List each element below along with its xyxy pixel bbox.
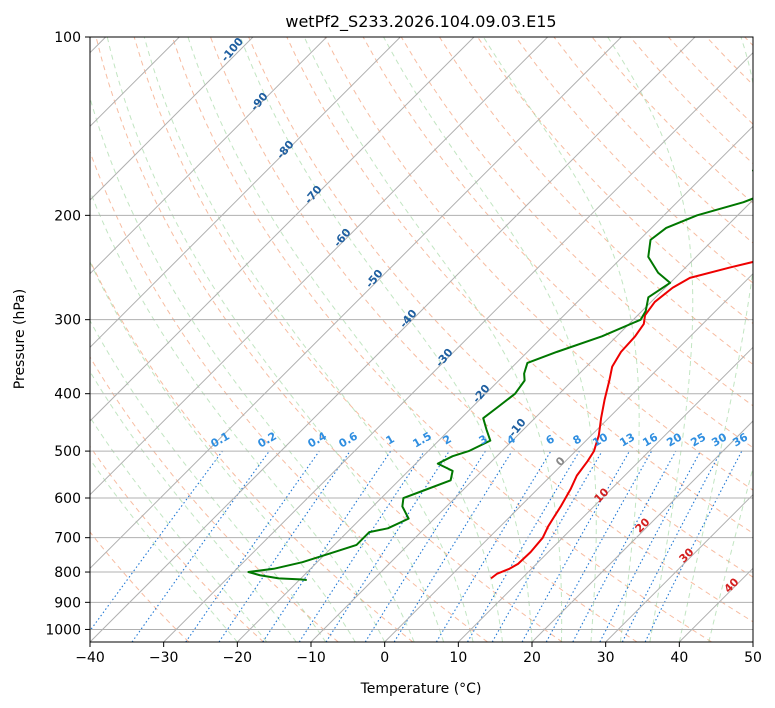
isotherm <box>90 37 696 642</box>
chart-title: wetPf2_S233.2026.104.09.03.E15 <box>285 12 556 32</box>
x-tick-label: −20 <box>223 650 253 666</box>
x-tick-label: 10 <box>449 650 467 666</box>
dry-adiabat <box>439 37 753 366</box>
isotherm <box>457 346 753 642</box>
y-tick-label: 400 <box>54 387 81 403</box>
x-tick-label: 0 <box>380 650 389 666</box>
isotherm <box>531 420 753 642</box>
moist-adiabat <box>143 37 474 642</box>
isotherm <box>90 37 475 422</box>
dry-adiabat <box>248 37 753 578</box>
x-tick-label: −10 <box>296 650 326 666</box>
moist-adiabat <box>383 37 597 642</box>
mixing-ratio-line <box>325 450 450 642</box>
moist-adiabat <box>303 37 563 642</box>
dry-adiabat <box>210 37 753 623</box>
moist-adiabat <box>607 37 694 642</box>
y-tick-label: 500 <box>54 444 81 460</box>
temperature-line <box>490 260 753 580</box>
mixing-ratio-line <box>644 450 743 642</box>
y-tick-label: 300 <box>54 313 81 329</box>
dewpoint-line <box>247 168 753 581</box>
y-tick-label: 1000 <box>45 622 81 638</box>
x-tick-label: −30 <box>149 650 179 666</box>
mixing-ratio-line <box>218 450 351 642</box>
isotherm <box>90 37 328 275</box>
isotherm <box>90 37 401 349</box>
y-axis: 1000 900 800 700 600 500 400 300 200 100 <box>45 30 90 638</box>
mixing-ratio-line <box>298 450 425 642</box>
moist-adiabat <box>187 37 504 642</box>
x-tick-label: 20 <box>523 650 541 666</box>
mixing-ratio-line <box>131 450 270 642</box>
moist-adiabat <box>239 37 533 642</box>
isotherm <box>310 199 753 642</box>
dry-adiabat <box>400 37 753 407</box>
isotherm <box>384 272 753 642</box>
x-axis: −40 −30 −20 −10 0 10 20 30 40 50 <box>75 642 762 666</box>
moist-adiabat <box>482 37 640 642</box>
y-tick-label: 100 <box>54 30 81 46</box>
moist-adiabat <box>106 37 445 642</box>
isotherm <box>605 493 753 642</box>
moist-adiabat <box>90 458 238 642</box>
profile-series <box>247 168 753 581</box>
x-tick-label: 40 <box>670 650 688 666</box>
dry-adiabat <box>171 37 712 642</box>
plot-frame <box>89 36 754 643</box>
mixing-ratio-line <box>545 450 653 642</box>
isotherm <box>236 125 753 642</box>
dry-adiabat <box>90 356 339 642</box>
y-tick-label: 800 <box>54 565 81 581</box>
dry-adiabat <box>90 531 190 642</box>
dry-adiabat <box>90 150 488 642</box>
moist-adiabat <box>90 416 268 642</box>
y-axis-label: Pressure (hPa) <box>12 289 28 389</box>
y-tick-label: 900 <box>54 595 81 611</box>
isotherm <box>90 37 549 496</box>
mixing-ratio-line <box>262 450 392 642</box>
x-tick-label: 30 <box>597 650 615 666</box>
mixing-ratio-line <box>90 450 223 632</box>
dry-adiabat <box>90 445 264 642</box>
dry-adiabat <box>95 37 563 642</box>
x-tick-label: 50 <box>744 650 762 666</box>
mixing-ratio-line <box>185 450 320 642</box>
isotherm <box>163 51 753 642</box>
mixing-ratio-line <box>572 450 677 642</box>
x-tick-label: −40 <box>75 650 105 666</box>
isotherm <box>90 37 254 201</box>
moist-adiabat <box>90 260 356 642</box>
dry-adiabat <box>515 37 753 284</box>
x-axis-label: Temperature (°C) <box>360 681 482 697</box>
isotherm <box>90 37 622 570</box>
y-tick-label: 200 <box>54 208 81 224</box>
moist-adiabat <box>90 189 386 642</box>
y-tick-label: 700 <box>54 531 81 547</box>
y-tick-label: 600 <box>54 491 81 507</box>
mixing-ratio-line <box>393 450 513 642</box>
moist-adiabat <box>90 370 297 642</box>
mixing-ratio-line <box>521 450 630 642</box>
grid-lines <box>90 37 753 642</box>
